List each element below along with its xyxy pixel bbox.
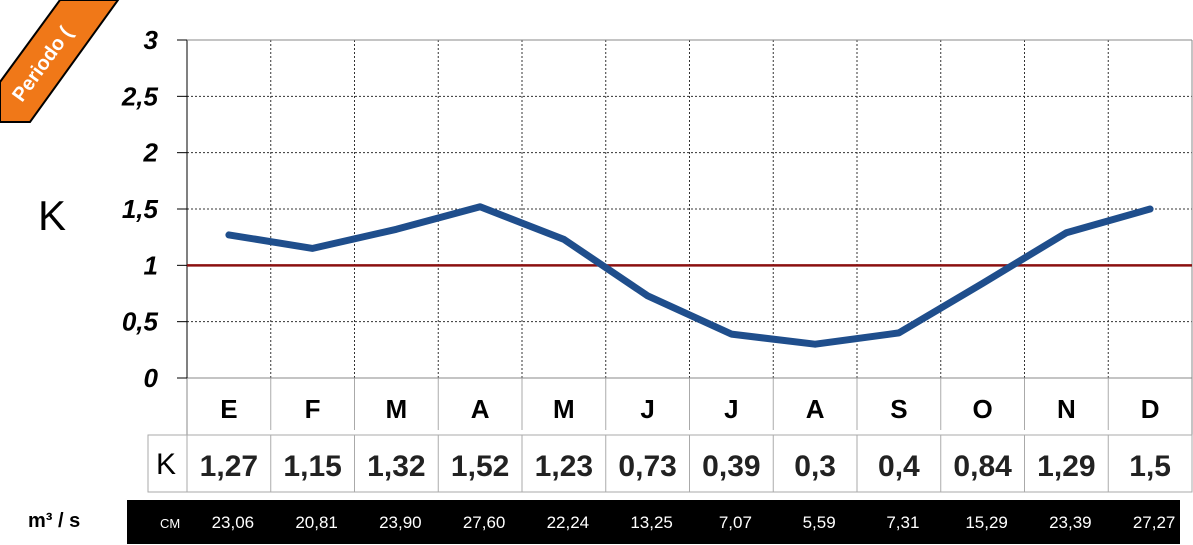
- y-axis-tick-labels: 0 0,5 1 1,5 2 2,5 3: [121, 25, 159, 393]
- series-line-k: [225, 203, 1154, 348]
- k-value-0: 1,27: [200, 450, 258, 483]
- k-value-3: 1,52: [451, 450, 509, 483]
- flow-value-0: 23,06: [212, 513, 255, 532]
- k-value-2: 1,32: [367, 450, 425, 483]
- month-label-2: M: [386, 394, 408, 424]
- y-tick-label-2: 1: [144, 250, 158, 280]
- y-tick-label-4: 2: [143, 138, 159, 168]
- period-badge: Periodo (: [0, 0, 120, 123]
- k-value-1: 1,15: [283, 450, 341, 483]
- k-row-label: K: [156, 448, 176, 481]
- y-tick-label-3: 1,5: [122, 194, 159, 224]
- flow-value-5: 13,25: [630, 513, 673, 532]
- y-tick-label-5: 2,5: [121, 81, 159, 111]
- flow-value-6: 7,07: [719, 513, 752, 532]
- flow-value-10: 23,39: [1049, 513, 1092, 532]
- y-tick-label-0: 0: [144, 363, 159, 393]
- month-label-11: D: [1141, 394, 1160, 424]
- flow-value-8: 7,31: [886, 513, 919, 532]
- k-value-5: 0,73: [618, 450, 676, 483]
- k-value-4: 1,23: [535, 450, 593, 483]
- y-axis-label: K: [38, 192, 66, 239]
- month-label-10: N: [1057, 394, 1076, 424]
- flow-value-3: 27,60: [463, 513, 506, 532]
- k-values-table: K 1,27 1,15 1,32 1,52 1,23 0,73 0,39 0,3 0,4 0,84…: [147, 434, 1193, 493]
- flow-value-7: 5,59: [803, 513, 836, 532]
- flow-row-prefix: CM: [160, 516, 180, 531]
- month-label-1: F: [305, 394, 321, 424]
- flow-value-1: 20,81: [295, 513, 338, 532]
- flow-row: m³ / s CM 23,06 20,81 23,90 27,60 22,24 13,25…: [28, 500, 1180, 544]
- month-label-9: O: [973, 394, 993, 424]
- flow-row-background: [127, 500, 1180, 544]
- k-value-6: 0,39: [702, 450, 760, 483]
- flow-value-9: 15,29: [965, 513, 1008, 532]
- month-label-5: J: [640, 394, 654, 424]
- k-value-11: 1,5: [1129, 450, 1171, 483]
- month-label-4: M: [553, 394, 575, 424]
- y-tick-label-6: 3: [144, 25, 159, 55]
- month-label-6: J: [724, 394, 738, 424]
- k-value-10: 1,29: [1037, 450, 1095, 483]
- k-value-7: 0,3: [794, 450, 836, 483]
- month-label-7: A: [806, 394, 825, 424]
- flow-value-4: 22,24: [547, 513, 590, 532]
- month-label-8: S: [890, 394, 907, 424]
- k-value-8: 0,4: [878, 450, 920, 483]
- k-value-9: 0,84: [953, 450, 1012, 483]
- month-label-0: E: [220, 394, 237, 424]
- k-table-border: [147, 434, 1193, 493]
- period-badge-shape: [0, 0, 120, 123]
- flow-value-11: 27,27: [1133, 513, 1176, 532]
- flow-unit-label: m³ / s: [28, 510, 80, 532]
- y-tick-label-1: 0,5: [122, 307, 159, 337]
- flow-value-2: 23,90: [379, 513, 422, 532]
- month-label-3: A: [471, 394, 490, 424]
